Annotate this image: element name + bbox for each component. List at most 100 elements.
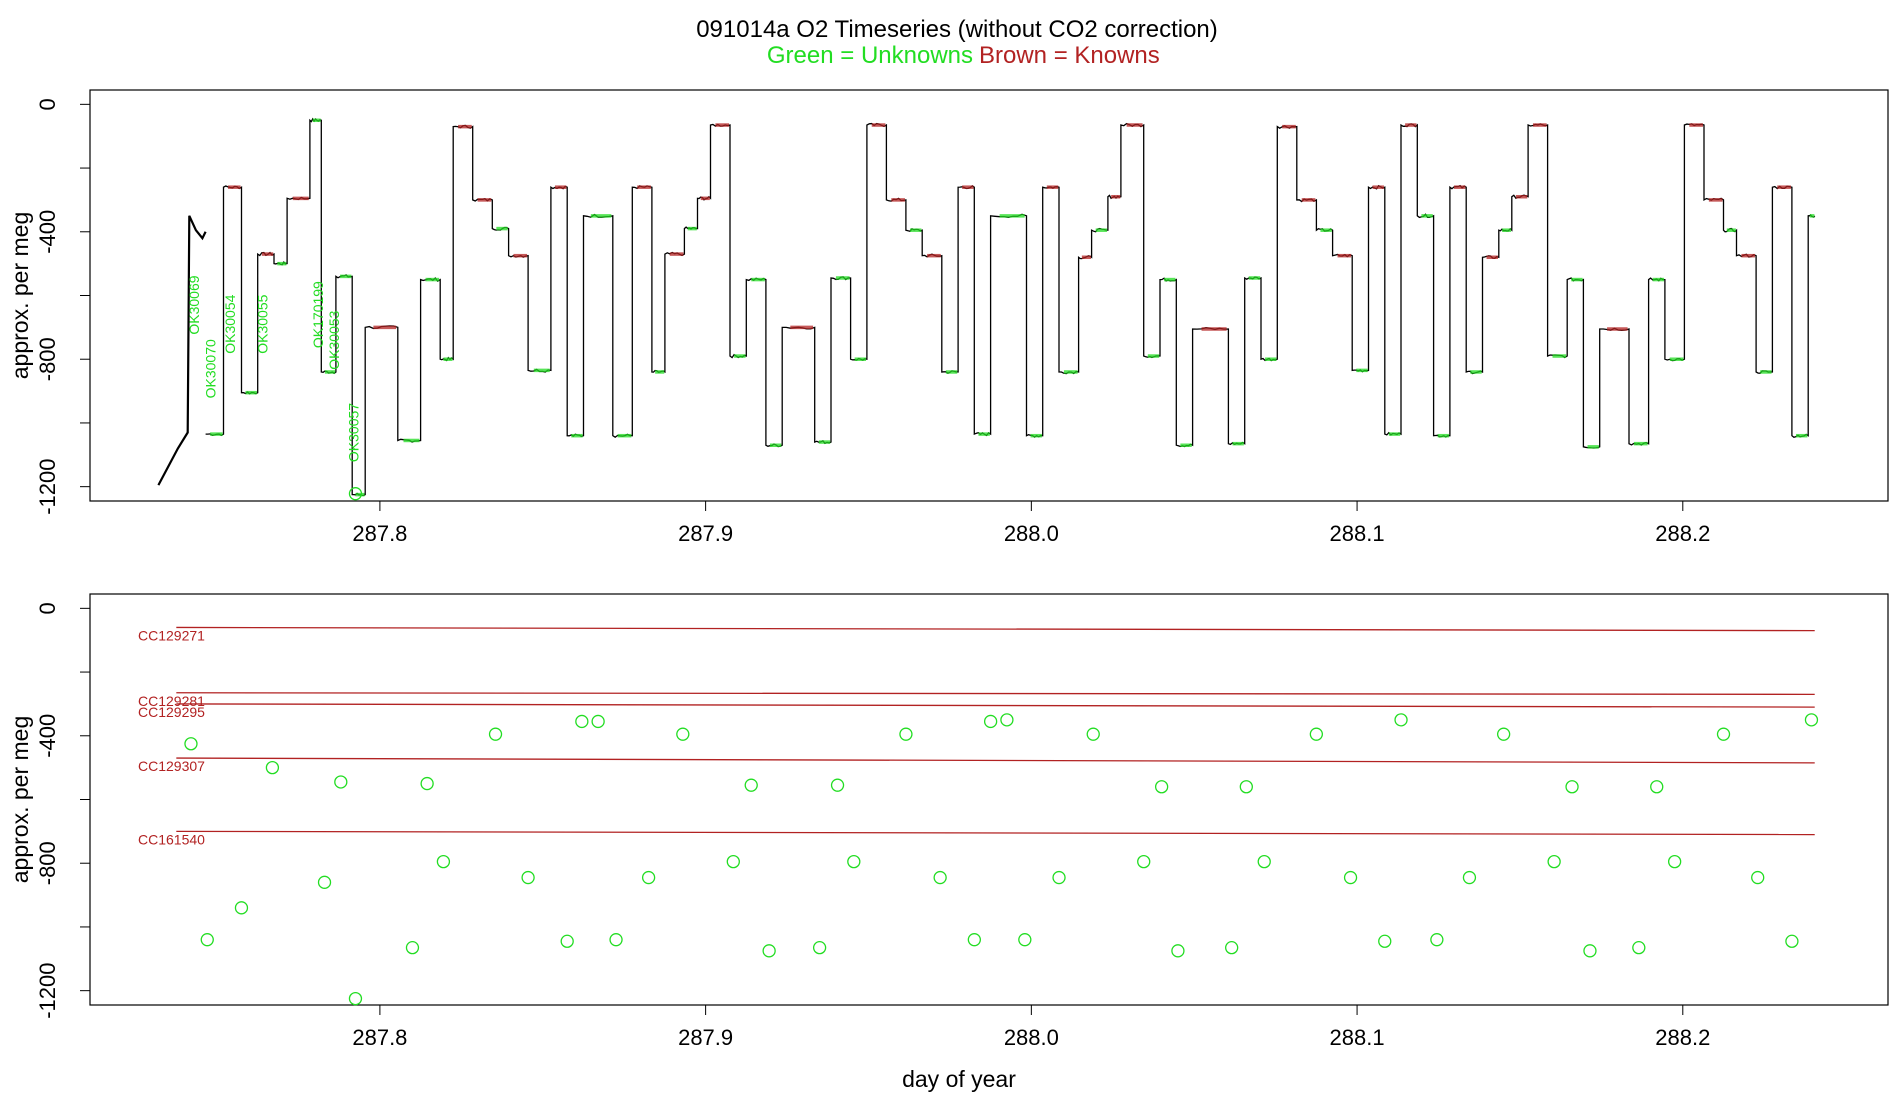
unknown-point	[1394, 713, 1408, 727]
reference-line-label: CC129281	[138, 693, 205, 709]
unknown-point	[1378, 934, 1392, 948]
unknown-point	[1547, 854, 1561, 869]
unknown-point	[1716, 727, 1731, 741]
reference-line	[176, 830, 1815, 836]
unknown-point	[847, 854, 861, 869]
legend-unknowns: Green = Unknowns	[767, 42, 973, 69]
unknown-point	[1650, 780, 1664, 794]
intro-trace	[157, 215, 207, 486]
x-tick-label: 287.8	[352, 521, 407, 546]
cylinder-label: OK30054	[222, 294, 238, 353]
unknown-point	[521, 870, 535, 885]
y-tick-label: -400	[35, 210, 60, 254]
unknown-point	[1137, 854, 1151, 869]
y-tick-label: 0	[35, 98, 60, 110]
unknown-point	[1018, 933, 1032, 947]
cylinder-label: OK30070	[202, 339, 218, 398]
plot-frame	[89, 593, 1889, 1006]
unknown-point	[200, 933, 214, 947]
bottom-panel: 287.8 287.9 288.0 288.1 288.2 0 -400 -800 -1200 a…	[7, 593, 1889, 1092]
unknown-point	[1086, 727, 1100, 741]
y-tick-label: -400	[35, 714, 60, 758]
unknown-point	[983, 714, 998, 729]
unknown-point	[1668, 854, 1682, 869]
unknown-point	[967, 933, 981, 947]
x-tick-label: 288.1	[1330, 521, 1385, 546]
reference-line	[176, 692, 1815, 696]
cylinder-label: OK30053	[326, 310, 342, 369]
unknown-point	[265, 760, 280, 775]
x-tick-label: 287.8	[352, 1025, 407, 1050]
unknown-point	[899, 727, 913, 741]
unknown-point	[334, 775, 348, 789]
unknown-point	[1052, 870, 1066, 885]
x-tick-label: 287.9	[678, 1025, 733, 1050]
x-tick-label: 288.2	[1655, 1025, 1710, 1050]
unknown-point	[1000, 713, 1014, 727]
unknown-point	[1462, 870, 1477, 885]
cylinder-label: OK30057	[346, 403, 362, 462]
unknown-point	[726, 854, 740, 869]
y-axis-title: approx. per meg	[7, 716, 33, 883]
unknown-point	[234, 901, 249, 915]
unknown-point	[1239, 780, 1253, 794]
unknown-point	[488, 727, 503, 741]
unknown-point	[1309, 727, 1324, 741]
o2-trace	[205, 117, 1816, 497]
x-axis-title: day of year	[902, 1066, 1016, 1092]
unknown-point	[348, 487, 363, 501]
y-tick-label: -1200	[35, 459, 60, 515]
x-tick-label: 287.9	[678, 521, 733, 546]
reference-line	[176, 757, 1815, 764]
y-tick-label: -1200	[35, 963, 60, 1019]
unknown-point	[184, 737, 198, 751]
unknown-point	[591, 714, 605, 729]
unknown-point	[1583, 944, 1597, 958]
unknown-point	[933, 870, 947, 885]
reference-line-label: CC161540	[138, 831, 205, 847]
cylinder-label: OK170199	[310, 281, 326, 348]
reference-line	[176, 626, 1815, 632]
unknown-point	[348, 991, 363, 1006]
unknown-point	[420, 776, 434, 791]
unknown-point	[609, 933, 623, 947]
unknown-point	[1785, 934, 1799, 948]
unknown-point	[1804, 713, 1819, 727]
unknown-point	[676, 727, 690, 741]
cylinder-label: OK30069	[186, 275, 202, 334]
unknown-point	[1154, 780, 1169, 794]
legend-knowns: Brown = Knowns	[979, 42, 1160, 69]
unknown-point	[1257, 854, 1271, 869]
chart-title: 091014a O2 Timeseries (without CO2 corre…	[696, 16, 1218, 43]
reference-line-label: CC129271	[138, 627, 205, 643]
reference-line-label: CC129307	[138, 758, 205, 774]
x-tick-label: 288.0	[1004, 521, 1059, 546]
unknown-point	[812, 941, 827, 955]
unknown-point	[1430, 933, 1444, 947]
x-tick-label: 288.0	[1004, 1025, 1059, 1050]
unknown-point	[744, 778, 758, 792]
unknown-point	[641, 870, 656, 885]
cylinder-label: OK30055	[255, 294, 271, 353]
x-tick-label: 288.2	[1655, 521, 1710, 546]
unknown-point	[436, 854, 451, 869]
unknown-point	[1496, 727, 1511, 741]
y-tick-label: -800	[35, 337, 60, 381]
y-axis-title: approx. per meg	[7, 212, 33, 379]
unknown-point	[1565, 780, 1579, 794]
unknown-point	[1751, 870, 1765, 885]
unknown-point	[405, 941, 420, 955]
x-tick-label: 288.1	[1330, 1025, 1385, 1050]
unknown-point	[1171, 944, 1185, 958]
unknown-point	[575, 714, 589, 729]
unknown-point	[1343, 870, 1358, 885]
y-tick-label: -800	[35, 841, 60, 885]
top-panel: 287.8 287.9 288.0 288.1 288.2 0 -400 -800 -1200 a…	[7, 89, 1889, 546]
y-tick-label: 0	[35, 602, 60, 614]
unknown-point	[1632, 941, 1646, 955]
reference-line	[176, 703, 1815, 708]
unknown-point	[830, 778, 845, 792]
unknown-point	[317, 875, 332, 889]
unknown-point	[560, 934, 574, 948]
